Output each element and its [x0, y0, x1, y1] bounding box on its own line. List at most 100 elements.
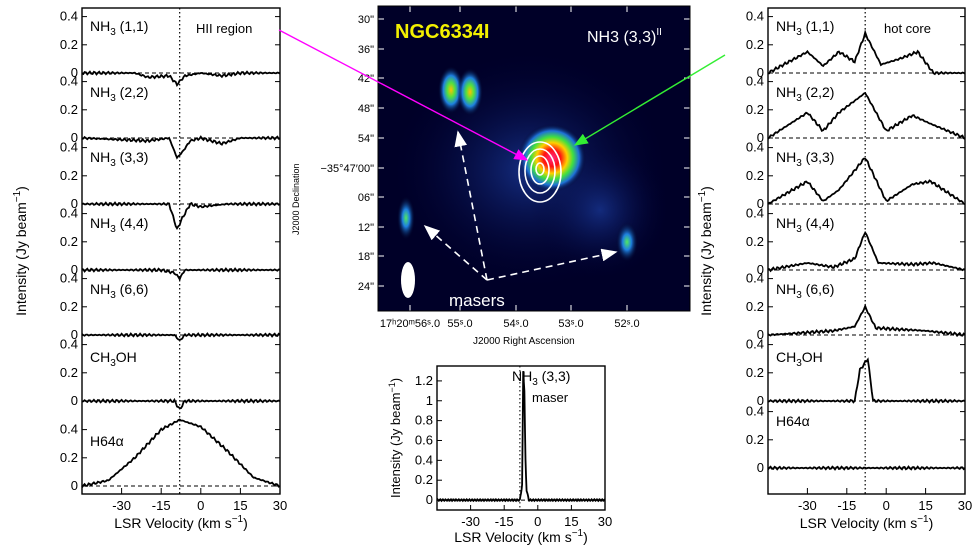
dec-tick-label: 12" — [358, 222, 374, 234]
maser-y-tick-label: 0 — [426, 492, 433, 507]
row-label: H64α — [90, 433, 124, 449]
dec-tick-label: 18" — [358, 251, 374, 263]
y-tick-label: 0.4 — [60, 422, 78, 437]
y-tick-label: 0.2 — [746, 432, 764, 447]
maser-x-axis-label: LSR Velocity (km s−1) — [454, 528, 588, 545]
x-tick-label: -15 — [837, 498, 856, 513]
x-tick-label: 0 — [883, 498, 890, 513]
y-tick-label: 0.2 — [60, 450, 78, 465]
green-arrow — [573, 54, 726, 146]
y-tick-label: 0.2 — [60, 37, 78, 52]
map-frame — [377, 5, 691, 312]
dec-tick-label: 42" — [358, 73, 374, 85]
dec-tick-label: 54" — [358, 133, 374, 145]
y-tick-label: 0.4 — [746, 271, 764, 286]
panel-annotation: HII region — [196, 21, 252, 36]
maser-label: maser — [532, 390, 569, 405]
maser-y-tick-label: 0.2 — [415, 472, 433, 487]
spectrum-nh3-3-3- — [767, 157, 966, 206]
map-ticks: 30" 36" 42" 48" 54" −35°47′00" 06" 12" 18" 24" 17ʰ… — [321, 6, 690, 330]
dec-tick-label: 24" — [358, 281, 374, 293]
y-tick-label: 0 — [757, 393, 764, 408]
dec-tick-label: 30" — [358, 14, 374, 26]
beam-ellipse — [401, 262, 415, 298]
spectrum-ch3oh — [767, 357, 966, 404]
maser-arrows — [423, 130, 618, 281]
y-tick-label: 0 — [71, 262, 78, 277]
spectrum-h64- — [767, 465, 966, 471]
y-tick-label: 0.4 — [60, 9, 78, 24]
x-axis-label: LSR Velocity (km s−1) — [114, 514, 248, 531]
y-tick-label: 0 — [71, 130, 78, 145]
ra-tick-label: 52ˢ.0 — [614, 318, 639, 330]
nh3-map-panel: NGC6334I NH3 (3,3)II masers 30" 36" 42" 48"… — [291, 5, 691, 347]
y-tick-label: 0 — [757, 130, 764, 145]
row-label: NH3 (4,4) — [90, 215, 148, 235]
panel-frame — [81, 7, 281, 495]
ra-tick-label: 17ʰ20ᵐ56ˢ.0 — [380, 318, 440, 330]
maser-y-tick-label: 0.8 — [415, 413, 433, 428]
panel-annotation: hot core — [884, 21, 931, 36]
maser-x-tick-label: 15 — [564, 514, 578, 529]
spectrum-nh3-2-2- — [767, 92, 966, 140]
maser-y-tick-label: 1 — [426, 393, 433, 408]
y-tick-label: 0.2 — [746, 299, 764, 314]
row-label: NH3 (1,1) — [90, 18, 148, 38]
maser-y-tick-label: 1.2 — [415, 373, 433, 388]
y-tick-label: 0.4 — [60, 140, 78, 155]
masers-label: masers — [449, 291, 505, 310]
spectrum-nh3-1-1- — [767, 29, 966, 76]
maser-y-tick-label: 0.6 — [415, 432, 433, 447]
y-tick-label: 0.4 — [60, 337, 78, 352]
map-ylabel: J2000 Declination — [291, 163, 301, 235]
x-tick-label: -30 — [798, 498, 817, 513]
row-label: NH3 (3,3) — [776, 149, 834, 169]
y-tick-label: 0.4 — [746, 74, 764, 89]
row-label: NH3 (2,2) — [776, 84, 834, 104]
row-label: NH3 (2,2) — [90, 84, 148, 104]
x-tick-label: 30 — [273, 498, 287, 513]
dec-tick-label: 48" — [358, 103, 374, 115]
dec-tick-label: 06" — [358, 192, 374, 204]
x-axis-label: LSR Velocity (km s−1) — [800, 514, 934, 531]
spectrum-nh3-4-4- — [81, 267, 281, 282]
x-tick-label: 0 — [197, 498, 204, 513]
row-label: NH3 (4,4) — [776, 215, 834, 235]
spectrum-h64- — [81, 418, 281, 488]
spectrum-nh3-2-2- — [81, 135, 281, 160]
y-tick-label: 0.4 — [746, 140, 764, 155]
maser-spectrum-panel: 1.2 1 0.8 0.6 0.4 0.2 0 -30 -15 0 15 30 NH3 (3,3) mas… — [387, 365, 612, 545]
y-tick-label: 0.4 — [746, 404, 764, 419]
maser-x-tick-label: 30 — [598, 514, 612, 529]
y-tick-label: 0 — [71, 196, 78, 211]
row-label: CH3OH — [776, 349, 823, 369]
ra-tick-label: 54ˢ.0 — [503, 318, 528, 330]
y-tick-label: 0.4 — [60, 271, 78, 286]
y-tick-label: 0 — [757, 65, 764, 80]
source-maser-b — [457, 68, 483, 116]
x-tick-label: 15 — [918, 498, 932, 513]
spectrum-nh3-6-6- — [81, 332, 281, 341]
row-label: H64α — [776, 413, 810, 429]
spectrum-nh3-3-3- — [81, 201, 281, 231]
y-tick-label: 0.4 — [746, 206, 764, 221]
row-label: NH3 (6,6) — [776, 281, 834, 301]
y-tick-label: 0.2 — [746, 365, 764, 380]
map-xlabel: J2000 Right Ascension — [473, 336, 575, 347]
maser-x-tick-label: -30 — [461, 514, 480, 529]
ra-tick-label: 55ˢ.0 — [447, 318, 472, 330]
panel-frame — [767, 7, 966, 495]
y-tick-label: 0 — [71, 327, 78, 342]
y-tick-label: 0 — [71, 478, 78, 493]
y-tick-label: 0.2 — [60, 168, 78, 183]
maser-line-label: NH3 (3,3) — [512, 368, 570, 388]
y-tick-label: 0.2 — [60, 299, 78, 314]
row-label: NH3 (3,3) — [90, 149, 148, 169]
y-tick-label: 0.4 — [60, 74, 78, 89]
y-tick-label: 0 — [757, 460, 764, 475]
source-maser-d — [616, 222, 638, 262]
spectrum-nh3-6-6- — [767, 303, 966, 338]
y-tick-label: 0 — [71, 65, 78, 80]
